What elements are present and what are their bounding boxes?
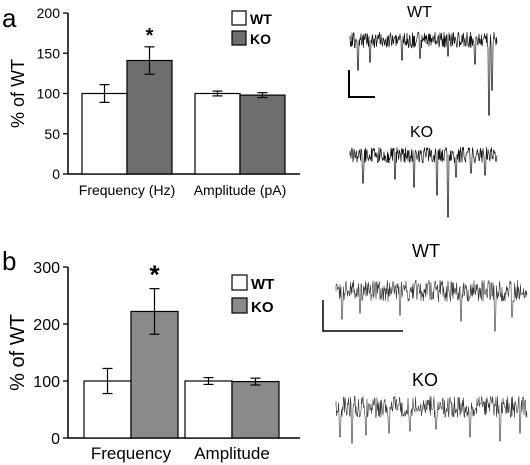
pb-legend-swatch-ko <box>231 297 248 314</box>
pb-bar-wt-1 <box>184 380 233 439</box>
pb-y-tick-label: 300 <box>33 260 60 277</box>
trace-b-wt <box>335 279 528 332</box>
pa-category-label: Amplitude (pA) <box>194 182 287 198</box>
pa-bar-ko-0 <box>126 59 173 175</box>
pb-y-tick-label: 100 <box>33 374 60 391</box>
pb-y-tick-label: 200 <box>33 317 60 334</box>
trace-label-a-ko: KO <box>410 124 433 141</box>
pa-bar-wt-0 <box>81 92 128 175</box>
chart-panel-a: 0 50 100 150 200 % of WT Frequency (Hz) Amplitu… <box>8 5 300 198</box>
pb-legend-label-wt: WT <box>251 276 274 293</box>
trace-b-ko <box>335 395 528 444</box>
chart-panel-b: 0 100 200 300 % of WT Frequency Amplitude * WT KO <box>7 260 300 463</box>
trace-label-b-ko: KO <box>412 370 438 390</box>
pa-y-tick-label: 100 <box>37 86 61 102</box>
pa-y-tick-label: 50 <box>44 126 60 142</box>
trace-a-ko <box>349 146 498 218</box>
pa-y-tick-label: 150 <box>37 45 61 61</box>
pb-bar-ko-1 <box>231 380 280 439</box>
pb-y-tick-label: 0 <box>51 431 60 448</box>
trace-label-b-wt: WT <box>412 241 440 261</box>
pb-category-label: Amplitude <box>194 444 270 463</box>
panel-letter-b: b <box>2 246 16 276</box>
pa-y-tick-label: 200 <box>37 5 61 21</box>
pb-legend-label-ko: KO <box>251 299 274 316</box>
trace-label-a-wt: WT <box>407 4 432 21</box>
pa-bar-wt-1 <box>194 92 241 175</box>
pa-legend-label-ko: KO <box>250 31 271 47</box>
pa-y-tick-label: 0 <box>52 166 60 182</box>
pb-legend-swatch-wt <box>231 274 248 291</box>
scale-bar-a <box>348 70 375 98</box>
pa-significance-star: * <box>146 25 154 47</box>
trace-a-wt <box>349 31 498 116</box>
pb-y-axis-label: % of WT <box>7 314 29 391</box>
panel-letter-a: a <box>2 3 17 33</box>
pa-category-label: Frequency (Hz) <box>79 182 175 198</box>
pb-category-label: Frequency <box>91 444 172 463</box>
pa-y-axis-label: % of WT <box>8 59 28 128</box>
pa-legend-label-wt: WT <box>250 11 272 27</box>
pa-legend-swatch-ko <box>231 30 247 46</box>
pa-bar-ko-1 <box>239 94 286 175</box>
scale-bar-b <box>322 300 403 332</box>
pb-significance-star: * <box>149 260 160 290</box>
pa-legend-swatch-wt <box>231 10 247 26</box>
